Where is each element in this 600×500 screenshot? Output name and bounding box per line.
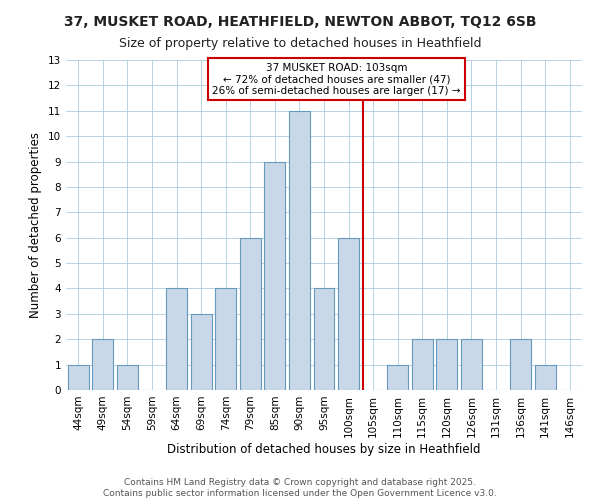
Bar [68, 364, 89, 390]
Bar [166, 288, 187, 390]
Text: Contains HM Land Registry data © Crown copyright and database right 2025.
Contai: Contains HM Land Registry data © Crown c… [103, 478, 497, 498]
Bar [461, 339, 482, 390]
Bar [387, 364, 408, 390]
X-axis label: Distribution of detached houses by size in Heathfield: Distribution of detached houses by size … [167, 442, 481, 456]
Bar [535, 364, 556, 390]
Bar [412, 339, 433, 390]
Bar [215, 288, 236, 390]
Bar [240, 238, 261, 390]
Text: Size of property relative to detached houses in Heathfield: Size of property relative to detached ho… [119, 38, 481, 51]
Bar [289, 111, 310, 390]
Bar [92, 339, 113, 390]
Bar [265, 162, 286, 390]
Text: 37 MUSKET ROAD: 103sqm
← 72% of detached houses are smaller (47)
26% of semi-det: 37 MUSKET ROAD: 103sqm ← 72% of detached… [212, 62, 461, 96]
Bar [510, 339, 531, 390]
Bar [314, 288, 334, 390]
Y-axis label: Number of detached properties: Number of detached properties [29, 132, 43, 318]
Bar [338, 238, 359, 390]
Bar [436, 339, 457, 390]
Bar [191, 314, 212, 390]
Bar [117, 364, 138, 390]
Text: 37, MUSKET ROAD, HEATHFIELD, NEWTON ABBOT, TQ12 6SB: 37, MUSKET ROAD, HEATHFIELD, NEWTON ABBO… [64, 15, 536, 29]
